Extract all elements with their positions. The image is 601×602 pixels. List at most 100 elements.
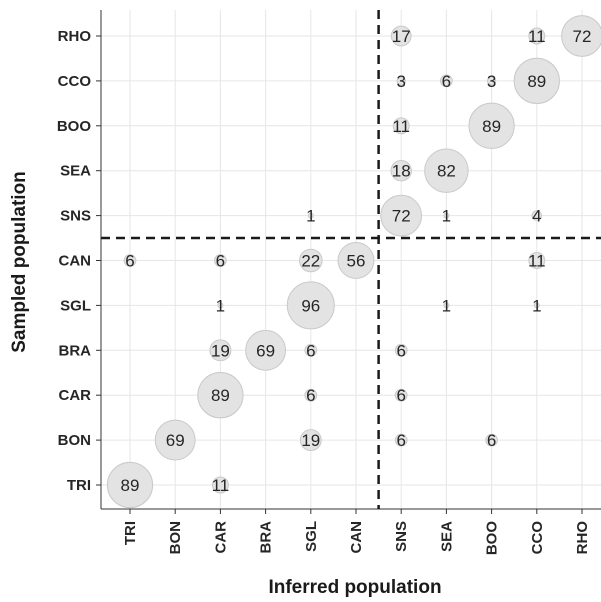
y-tick-label-rho: RHO <box>58 28 92 45</box>
value-label-sns-sea: 1 <box>442 207 451 226</box>
value-label-cco-sns: 3 <box>396 72 405 91</box>
bubble-rho-rho <box>561 15 601 57</box>
bubble-sgl-cco <box>533 302 540 309</box>
value-label-sns-cco: 4 <box>532 207 541 226</box>
bubble-sea-sea <box>424 148 469 193</box>
value-label-cco-cco: 89 <box>527 72 546 91</box>
bubble-sns-sns <box>380 194 423 237</box>
bubble-cco-boo <box>486 76 497 86</box>
bubble-sns-sea <box>443 212 450 219</box>
value-label-sns-sns: 72 <box>392 207 411 226</box>
y-tick-label-sns: SNS <box>60 208 91 225</box>
bubble-sns-cco <box>531 210 543 221</box>
bubble-bon-sns <box>394 433 408 447</box>
gridlines <box>101 10 601 509</box>
bubble-tri-car <box>211 476 229 494</box>
bubble-bon-boo <box>485 433 498 447</box>
value-label-bon-sns: 6 <box>396 431 405 450</box>
value-label-rho-cco: 11 <box>528 27 546 46</box>
value-label-tri-car: 11 <box>212 476 230 495</box>
bubble-cco-sea <box>440 74 453 88</box>
axes <box>96 10 601 514</box>
value-label-sgl-cco: 1 <box>532 296 541 315</box>
value-label-can-car: 6 <box>216 252 225 271</box>
bubble-sgl-car <box>217 302 224 309</box>
x-axis-label: Inferred population <box>268 577 441 598</box>
x-tick-label-bra: BRA <box>258 521 275 554</box>
value-label-rho-rho: 72 <box>573 27 592 46</box>
y-tick-label-can: CAN <box>59 253 92 270</box>
x-tick-label-boo: BOO <box>484 521 501 556</box>
value-label-sns-sgl: 1 <box>306 207 315 226</box>
bubble-boo-boo <box>468 102 515 149</box>
bubble-can-sgl <box>299 248 323 273</box>
value-label-car-sgl: 6 <box>306 386 315 405</box>
bubble-cco-cco <box>513 57 560 105</box>
y-tick-label-cco: CCO <box>58 73 92 90</box>
value-label-bra-sns: 6 <box>396 341 405 360</box>
bubble-bra-sns <box>394 343 408 357</box>
bubble-can-tri <box>123 254 137 267</box>
value-label-sgl-car: 1 <box>216 296 225 315</box>
bubble-cco-sns <box>396 76 406 86</box>
y-tick-label-bon: BON <box>58 432 91 449</box>
bubble-can-car <box>214 254 227 267</box>
value-label-sea-sns: 18 <box>392 162 411 181</box>
bubble-car-sns <box>394 388 408 402</box>
value-label-sea-sea: 82 <box>437 162 456 181</box>
value-label-cco-sea: 6 <box>442 72 451 91</box>
y-tick-label-boo: BOO <box>57 118 92 135</box>
value-label-boo-sns: 11 <box>392 117 410 136</box>
bubble-tri-tri <box>106 461 154 509</box>
y-tick-label-tri: TRI <box>67 477 91 494</box>
y-axis-label: Sampled population <box>9 171 30 353</box>
value-label-car-car: 89 <box>211 386 230 405</box>
value-label-can-can: 56 <box>347 252 366 271</box>
value-label-cco-boo: 3 <box>487 72 496 91</box>
value-label-can-sgl: 22 <box>301 252 320 271</box>
bubble-sgl-sea <box>443 302 450 309</box>
bubble-car-sgl <box>304 388 318 402</box>
bubble-bon-sgl <box>299 429 322 452</box>
bubble-rho-cco <box>528 27 546 45</box>
value-label-bon-bon: 69 <box>166 431 185 450</box>
value-label-rho-sns: 17 <box>392 27 411 46</box>
bubble-bra-sgl <box>304 343 318 357</box>
bubble-rho-sns <box>390 25 412 47</box>
value-label-tri-tri: 89 <box>121 476 140 495</box>
x-tick-label-car: CAR <box>212 521 229 554</box>
x-tick-label-sns: SNS <box>393 521 410 552</box>
x-tick-label-tri: TRI <box>122 521 139 545</box>
bubble-sgl-sgl <box>286 281 335 330</box>
value-label-car-sns: 6 <box>396 386 405 405</box>
tick-labels: TRI BON CAR BRA SGL CAN SNS SEA BOO CCO RHO TRI BON C… <box>57 28 591 555</box>
bubble-car-car <box>197 372 244 419</box>
bubble-bra-bra <box>245 329 287 371</box>
value-label-sgl-sgl: 96 <box>301 296 320 315</box>
bubble-bra-car <box>209 339 232 362</box>
value-label-bon-sgl: 19 <box>301 431 320 450</box>
x-tick-label-cco: CCO <box>529 521 546 555</box>
value-label-boo-boo: 89 <box>482 117 501 136</box>
x-tick-label-can: CAN <box>348 521 365 554</box>
value-label-sgl-sea: 1 <box>442 296 451 315</box>
value-label-can-cco: 11 <box>528 252 546 271</box>
bubble-bon-bon <box>154 419 196 461</box>
y-tick-label-sgl: SGL <box>60 297 91 314</box>
x-tick-label-sea: SEA <box>438 521 455 552</box>
x-tick-label-bon: BON <box>167 521 184 554</box>
bubble-boo-sns <box>392 117 410 135</box>
y-tick-label-bra: BRA <box>59 342 92 359</box>
value-label-bra-sgl: 6 <box>306 341 315 360</box>
value-label-can-tri: 6 <box>125 252 134 271</box>
bubble-can-cco <box>528 252 546 269</box>
value-label-bra-car: 19 <box>211 341 230 360</box>
y-tick-label-sea: SEA <box>60 163 91 180</box>
bubble-sns-sgl <box>307 212 314 219</box>
bubble-can-can <box>337 242 375 279</box>
x-tick-label-rho: RHO <box>574 521 591 555</box>
value-label-bon-boo: 6 <box>487 431 496 450</box>
y-tick-label-car: CAR <box>59 387 92 404</box>
